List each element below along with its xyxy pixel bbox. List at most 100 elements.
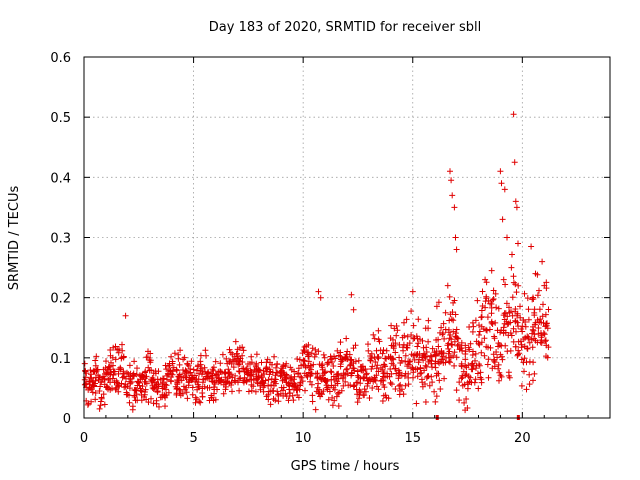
data-point	[410, 369, 417, 376]
data-point	[163, 382, 170, 389]
data-point	[499, 356, 506, 363]
data-point	[485, 374, 492, 381]
data-point	[428, 353, 435, 360]
data-point	[441, 375, 448, 382]
data-point	[150, 370, 157, 377]
data-point	[92, 357, 99, 364]
data-point	[518, 344, 525, 351]
data-point	[162, 381, 169, 388]
data-point	[176, 372, 183, 379]
data-point	[498, 373, 505, 380]
data-point	[299, 378, 306, 385]
data-point	[110, 362, 116, 369]
data-point	[145, 399, 152, 406]
data-point	[498, 180, 505, 187]
data-point	[524, 295, 531, 302]
data-point	[519, 328, 526, 335]
data-point	[543, 279, 550, 286]
data-point	[228, 371, 234, 378]
data-point	[400, 391, 407, 398]
data-point	[453, 326, 460, 333]
data-point	[338, 387, 345, 394]
data-point	[173, 386, 180, 392]
data-point	[542, 337, 549, 344]
data-point	[239, 359, 246, 365]
data-point	[433, 303, 440, 310]
data-point	[539, 258, 546, 265]
data-point	[493, 304, 500, 311]
data-point	[525, 316, 532, 323]
data-point	[381, 384, 388, 391]
data-point	[369, 385, 376, 391]
data-point	[488, 310, 495, 317]
data-point	[517, 314, 524, 321]
data-point	[440, 330, 446, 336]
data-point	[499, 216, 506, 223]
data-point	[365, 347, 372, 354]
data-point	[530, 296, 537, 302]
data-point	[196, 398, 203, 405]
data-point	[206, 384, 213, 391]
data-point	[432, 398, 439, 405]
data-point	[545, 306, 552, 313]
data-point	[379, 350, 386, 357]
data-point	[335, 352, 342, 359]
data-point	[253, 362, 260, 369]
data-point	[353, 386, 360, 393]
data-point	[509, 294, 516, 301]
data-point	[168, 374, 175, 380]
data-point	[97, 378, 104, 385]
data-point	[502, 342, 509, 349]
data-point	[500, 324, 507, 331]
data-point	[440, 320, 447, 327]
data-point	[93, 368, 100, 375]
data-point	[446, 293, 453, 300]
data-point	[396, 383, 403, 389]
data-point	[436, 377, 443, 384]
data-point	[322, 369, 328, 376]
data-point	[461, 399, 468, 406]
data-point	[490, 296, 497, 302]
data-point	[387, 379, 394, 386]
data-point	[497, 168, 504, 175]
data-point	[142, 368, 149, 375]
data-point	[447, 332, 454, 338]
data-point	[380, 377, 387, 384]
data-point	[478, 313, 485, 320]
data-point	[296, 356, 303, 363]
data-point	[260, 388, 267, 395]
data-point	[439, 356, 445, 363]
data-point	[492, 319, 499, 326]
data-point	[126, 392, 132, 399]
data-point	[281, 376, 288, 383]
data-point	[265, 391, 272, 398]
data-point	[369, 363, 376, 370]
data-point	[456, 346, 463, 353]
data-point	[305, 351, 312, 358]
data-point	[133, 371, 140, 378]
data-point	[470, 348, 476, 355]
data-point	[177, 347, 184, 354]
data-point	[531, 321, 538, 328]
data-point	[190, 366, 197, 373]
data-point	[112, 356, 119, 363]
data-point	[241, 377, 248, 384]
data-point	[531, 370, 538, 377]
data-point	[481, 335, 488, 342]
data-point	[510, 111, 517, 118]
data-point	[250, 383, 257, 390]
data-point	[439, 331, 446, 338]
data-point	[456, 397, 463, 404]
data-point	[139, 372, 146, 379]
x-tick-label: 15	[404, 431, 421, 446]
data-point	[230, 364, 237, 371]
data-point	[203, 352, 209, 359]
data-point	[308, 381, 315, 388]
data-point	[545, 344, 552, 351]
data-point	[364, 377, 371, 384]
data-point	[288, 377, 295, 384]
data-point	[173, 367, 180, 374]
data-point	[541, 331, 548, 338]
data-point	[398, 372, 405, 379]
data-point	[212, 396, 219, 403]
